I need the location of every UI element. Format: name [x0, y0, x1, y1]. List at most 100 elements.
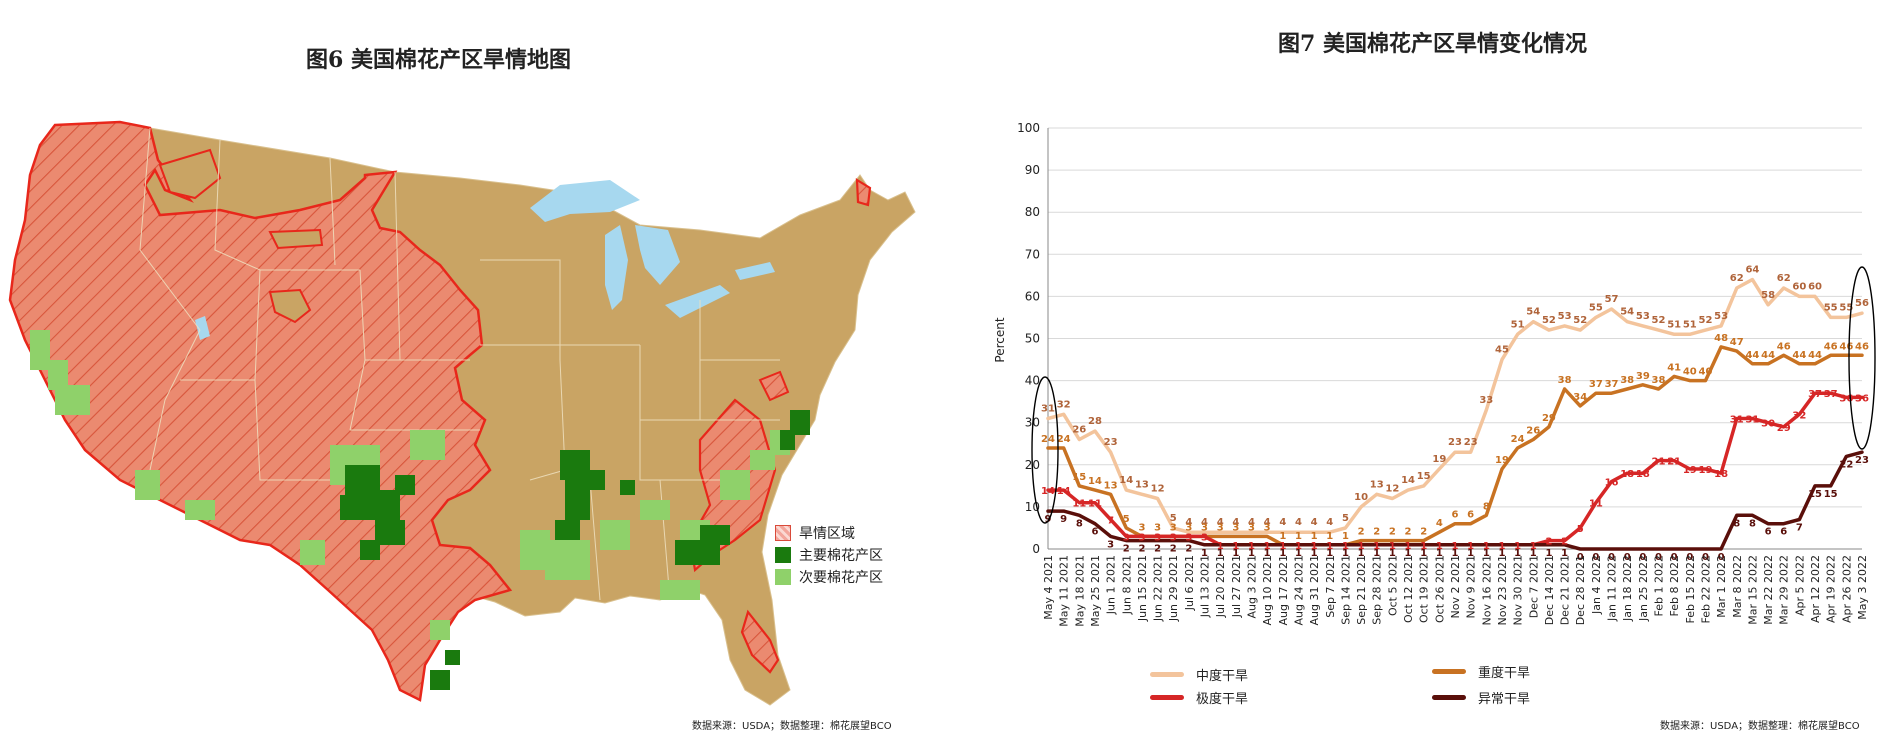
data-label: 46: [1824, 341, 1838, 352]
data-label: 8: [1749, 518, 1756, 529]
y-axis-label: Percent: [993, 317, 1007, 362]
data-label: 37: [1605, 379, 1619, 390]
data-label: 1: [1217, 548, 1224, 559]
x-tick-label: Feb 15 2022: [1684, 555, 1697, 623]
drought-chart-panel: 图7 美国棉花产区旱情变化情况 Percent 0 10 20 30 40 50 60 70 8…: [960, 0, 1894, 736]
data-label: 26: [1526, 426, 1540, 437]
data-label: 1: [1389, 541, 1396, 552]
data-label: 1: [1248, 541, 1255, 552]
lake-michigan: [605, 225, 628, 310]
data-label: 38: [1558, 375, 1572, 386]
lake-ontario: [735, 262, 775, 280]
data-label: 30: [1761, 419, 1775, 430]
data-label: 0: [1686, 552, 1693, 563]
data-label: 52: [1652, 315, 1666, 326]
data-label: 1: [1358, 548, 1365, 559]
data-label: 58: [1761, 290, 1775, 301]
x-tick-label: Jul 20 2021: [1214, 555, 1227, 618]
data-label: 23: [1855, 455, 1869, 466]
second-cotton-swatch: [775, 569, 791, 585]
data-label: 4: [1201, 517, 1208, 528]
data-label: 6: [1765, 527, 1772, 538]
x-tick-label: Aug 3 2021: [1246, 555, 1259, 618]
x-tick-label: Jun 1 2021: [1105, 555, 1118, 615]
data-label: 1: [1420, 548, 1427, 559]
legend-label-exceptional: 异常干旱: [1478, 692, 1531, 707]
data-label: 37: [1589, 379, 1603, 390]
data-label: 51: [1667, 319, 1681, 330]
data-label: 6: [1452, 510, 1459, 521]
main-cotton-areas: [340, 410, 810, 690]
data-label: 44: [1808, 350, 1822, 361]
non-drought-patch-idaho: [158, 148, 222, 200]
data-label: 29: [1777, 423, 1791, 434]
data-label: 6: [1467, 510, 1474, 521]
data-label: 1: [1232, 548, 1239, 559]
x-tick-label: Oct 26 2021: [1433, 555, 1446, 623]
data-label: 4: [1248, 517, 1255, 528]
data-label: 18: [1714, 469, 1728, 480]
series-line-3: [1046, 450, 1864, 551]
x-tick-label: Nov 30 2021: [1512, 555, 1525, 625]
data-label: 1: [1405, 541, 1412, 552]
data-label: 1: [1467, 541, 1474, 552]
data-label: 2: [1154, 544, 1161, 555]
x-tick-label: Mar 15 2022: [1746, 555, 1759, 625]
data-label: 1: [1561, 548, 1568, 559]
map-legend: 旱情区域 主要棉花产区 次要棉花产区: [775, 522, 883, 588]
x-tick-label: Mar 8 2022: [1731, 555, 1744, 618]
legend-line-moderate: [1150, 672, 1184, 677]
data-label: 1: [1358, 541, 1365, 552]
x-tick-label: Mar 1 2022: [1715, 555, 1728, 618]
data-label: 1: [1342, 541, 1349, 552]
legend-series-severe: 重度干旱: [1432, 662, 1530, 681]
data-label: 16: [1605, 478, 1619, 489]
data-label: 55: [1589, 302, 1603, 313]
data-label: 60: [1792, 281, 1806, 292]
data-label: 31: [1041, 403, 1055, 414]
data-label: 3: [1264, 522, 1271, 533]
data-label: 19: [1699, 465, 1713, 476]
data-label: 5: [1342, 513, 1349, 524]
data-label: 0: [1577, 552, 1584, 563]
x-tick-label: Feb 22 2022: [1699, 555, 1712, 623]
data-label: 1: [1279, 541, 1286, 552]
data-label: 19: [1683, 465, 1697, 476]
data-label: 1: [1201, 548, 1208, 559]
lake-huron: [635, 225, 680, 285]
data-label: 40: [1699, 367, 1713, 378]
data-label: 1: [1217, 541, 1224, 552]
data-label: 0: [1608, 552, 1615, 563]
data-label: 18: [1620, 469, 1634, 480]
y-tick-label: 40: [1025, 374, 1040, 388]
chart-title: 图7 美国棉花产区旱情变化情况: [1278, 31, 1587, 57]
data-label: 29: [1542, 413, 1556, 424]
data-label: 0: [1639, 552, 1646, 563]
x-tick-label: Apr 26 2022: [1840, 555, 1853, 623]
data-label: 6: [1780, 527, 1787, 538]
data-label: 3: [1170, 522, 1177, 533]
x-tick-label: Oct 12 2021: [1402, 555, 1415, 623]
legend-label-extreme: 极度干旱: [1196, 692, 1249, 707]
x-tick-label: May 18 2021: [1073, 555, 1086, 627]
data-label: 1: [1530, 541, 1537, 552]
data-label: 6: [1091, 527, 1098, 538]
data-label: 44: [1761, 350, 1775, 361]
data-label: 1: [1295, 548, 1302, 559]
data-label: 1: [1514, 548, 1521, 559]
data-label: 5: [1123, 514, 1130, 525]
x-tick-label: Sep 7 2021: [1324, 555, 1337, 618]
data-label: 54: [1620, 307, 1634, 318]
x-tick-label: Oct 19 2021: [1418, 555, 1431, 623]
legend-series-exceptional: 异常干旱: [1432, 688, 1530, 707]
x-tick-label: Apr 12 2022: [1809, 555, 1822, 623]
x-tick-label: Dec 21 2021: [1559, 555, 1572, 625]
data-label: 0: [1624, 552, 1631, 563]
y-tick-label: 90: [1025, 163, 1040, 177]
y-tick-label: 80: [1025, 205, 1040, 219]
data-label: 0: [1592, 552, 1599, 563]
legend-label-second-cotton: 次要棉花产区: [799, 570, 883, 586]
data-label: 13: [1135, 479, 1149, 490]
data-label: 1: [1311, 541, 1318, 552]
